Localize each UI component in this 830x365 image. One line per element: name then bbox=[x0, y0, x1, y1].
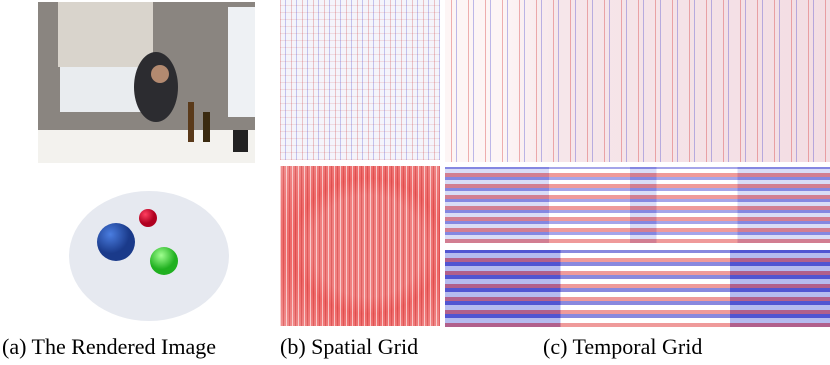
caption: (a) The Rendered Image bbox=[2, 334, 216, 359]
kettle bbox=[233, 130, 248, 152]
counter bbox=[38, 130, 255, 163]
caption: (b) Spatial Grid bbox=[280, 334, 419, 359]
bottle bbox=[188, 102, 194, 142]
blind bbox=[58, 2, 153, 67]
rendered-photo bbox=[38, 2, 255, 163]
blue-sphere bbox=[97, 223, 135, 261]
temporal-grid-middle bbox=[445, 167, 830, 243]
red-sphere bbox=[139, 209, 157, 227]
spheres-image bbox=[69, 191, 229, 321]
temporal-grid-bottom bbox=[445, 250, 830, 327]
window-right bbox=[228, 7, 255, 117]
spatial-grid-bottom bbox=[280, 166, 440, 326]
caption: (c) Temporal Grid bbox=[543, 334, 703, 359]
temporal-grid-top bbox=[445, 0, 830, 162]
green-sphere bbox=[150, 247, 178, 275]
person-head bbox=[151, 65, 169, 83]
person bbox=[134, 52, 178, 122]
plate bbox=[69, 191, 229, 321]
bottle bbox=[203, 112, 210, 142]
spatial-grid-top bbox=[280, 0, 440, 160]
